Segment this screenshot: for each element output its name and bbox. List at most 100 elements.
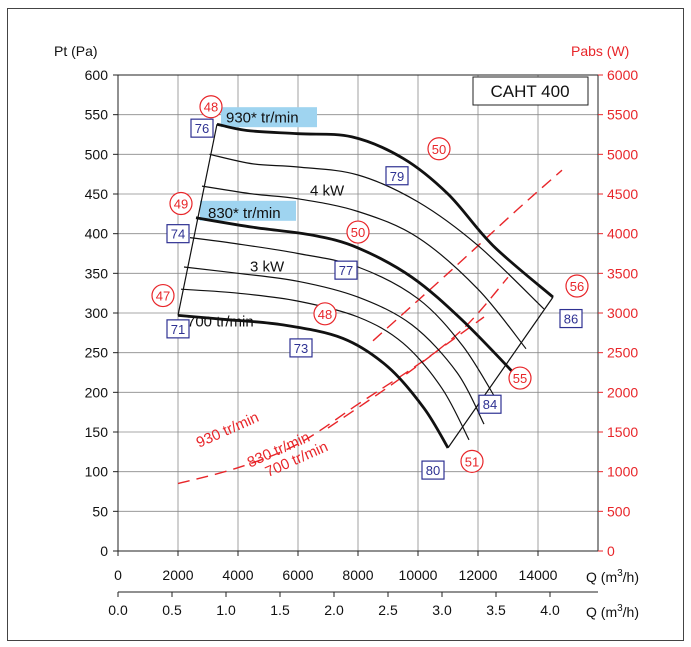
x-axis-title-bottom: Q (m3/h) — [586, 603, 639, 620]
left-tick-label: 0 — [100, 543, 108, 559]
x-tick-label: 8000 — [342, 567, 373, 583]
right-tick-label: 2000 — [607, 384, 638, 400]
efficiency-box-label: 76 — [195, 121, 209, 136]
pressure-curve-label: 700 tr/min — [187, 313, 254, 330]
left-tick-label: 100 — [85, 464, 109, 480]
chart-title: CAHT 400 — [490, 82, 569, 101]
x2-tick-label: 3.5 — [486, 602, 506, 618]
efficiency-box — [289, 338, 313, 358]
noise-circle-label: 50 — [432, 142, 446, 157]
noise-circle — [313, 302, 337, 326]
x-tick-label: 0 — [114, 567, 122, 583]
noise-circle-label: 56 — [570, 279, 584, 294]
efficiency-box — [478, 394, 502, 414]
envelope-max-flow — [447, 296, 554, 449]
x2-tick-label: 2.5 — [378, 602, 398, 618]
noise-circle — [199, 95, 223, 119]
power-curve-0 — [372, 169, 563, 342]
right-tick-label: 6000 — [607, 67, 638, 83]
right-tick-label: 0 — [607, 543, 615, 559]
left-tick-label: 250 — [85, 345, 109, 361]
curve-label-highlight — [221, 107, 317, 128]
right-tick-label: 4000 — [607, 226, 638, 242]
pressure-curve-4 — [189, 237, 500, 405]
noise-circle-label: 47 — [156, 289, 170, 304]
pressure-curve-2 — [201, 185, 527, 350]
noise-circle — [151, 283, 175, 308]
efficiency-box — [166, 224, 190, 244]
left-tick-label: 450 — [85, 186, 109, 202]
efficiency-box-label: 73 — [294, 341, 308, 356]
envelope — [177, 124, 554, 449]
x-tick-label: 10000 — [399, 567, 438, 583]
pressure-curve-1 — [209, 153, 545, 310]
right-tick-label: 500 — [607, 503, 631, 519]
right-tick-label: 5000 — [607, 146, 638, 162]
pressure-curve-3 — [195, 216, 519, 378]
x2-tick-label: 3.0 — [432, 602, 452, 618]
noise-circle — [427, 137, 451, 161]
noise-circle-label: 51 — [465, 454, 479, 469]
pressure-curve-label: 930* tr/min — [226, 110, 299, 127]
noise-circle-label: 49 — [174, 197, 188, 212]
left-tick-label: 500 — [85, 146, 109, 162]
right-tick-label: 5500 — [607, 107, 638, 123]
left-tick-label: 350 — [85, 265, 109, 281]
x-tick-label: 14000 — [519, 567, 558, 583]
annotations: 76 74 71 79 77 73 84 80 86 48 49 47 50 50 48 55 51 56 — [151, 95, 589, 480]
pressure-curve-label: 830* tr/min — [208, 205, 281, 222]
x2-tick-label: 1.5 — [270, 602, 290, 618]
power-curves — [177, 169, 563, 485]
axes — [113, 74, 603, 597]
efficiency-box-label: 84 — [483, 397, 497, 412]
x-tick-label: 2000 — [162, 567, 193, 583]
x2-tick-label: 4.0 — [540, 602, 560, 618]
efficiency-box — [559, 308, 583, 329]
pressure-curve-6 — [180, 288, 470, 441]
left-tick-label: 150 — [85, 424, 109, 440]
efficiency-box — [190, 118, 214, 138]
efficiency-box — [421, 460, 445, 480]
x-tick-label: 6000 — [282, 567, 313, 583]
noise-circle — [508, 366, 532, 390]
right-axis-title: Pabs (W) — [571, 43, 629, 59]
noise-circle-label: 48 — [204, 100, 218, 115]
x-tick-label: 12000 — [459, 567, 498, 583]
efficiency-box-label: 79 — [390, 169, 404, 184]
x-tick-label: 4000 — [222, 567, 253, 583]
noise-circle-label: 48 — [318, 307, 332, 322]
noise-circle-label: 55 — [513, 371, 527, 386]
curve-label-highlight — [200, 200, 296, 221]
x2-tick-label: 1.0 — [216, 602, 236, 618]
efficiency-box-label: 86 — [564, 312, 578, 327]
left-tick-label: 200 — [85, 384, 109, 400]
x2-tick-label: 2.0 — [324, 602, 344, 618]
left-tick-label: 300 — [85, 305, 109, 321]
right-tick-label: 3000 — [607, 305, 638, 321]
efficiency-box-label: 80 — [426, 463, 440, 478]
right-tick-label: 1000 — [607, 464, 638, 480]
power-curve-2 — [177, 316, 485, 485]
left-tick-label: 600 — [85, 67, 109, 83]
x2-tick-label: 0.0 — [108, 602, 128, 618]
pressure-curves — [177, 107, 554, 449]
pressure-curve-label: 4 kW — [310, 183, 345, 200]
chart-frame — [7, 8, 684, 641]
pressure-curve-label: 3 kW — [250, 259, 285, 276]
left-axis-title: Pt (Pa) — [54, 43, 98, 59]
efficiency-box — [166, 319, 190, 339]
noise-circle — [169, 191, 193, 216]
efficiency-box-label: 77 — [339, 263, 353, 278]
efficiency-box-label: 74 — [171, 227, 185, 242]
pressure-curve-0 — [216, 122, 554, 299]
efficiency-box-label: 71 — [171, 322, 185, 337]
efficiency-box — [334, 260, 358, 280]
left-tick-label: 400 — [85, 226, 109, 242]
noise-circle — [460, 449, 484, 473]
title-box — [472, 76, 589, 106]
x-axis-title-top: Q (m3/h) — [586, 568, 639, 585]
left-tick-label: 50 — [92, 503, 108, 519]
noise-circle — [346, 220, 370, 244]
